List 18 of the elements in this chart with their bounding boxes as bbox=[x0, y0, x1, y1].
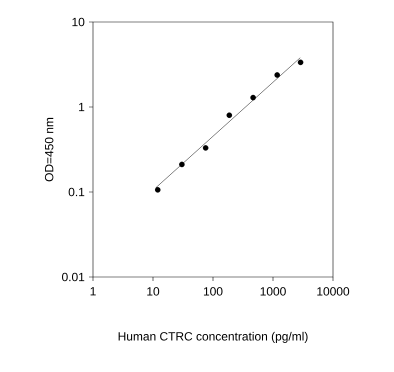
point bbox=[179, 162, 185, 168]
point bbox=[226, 112, 232, 118]
y-tick-label: 0.1 bbox=[68, 188, 84, 196]
y-tick-label: 10 bbox=[72, 18, 84, 26]
x-axis-title: Human CTRC concentration (pg/ml) bbox=[118, 332, 308, 343]
x-tick-label: 10 bbox=[147, 287, 160, 296]
y-axis-title: OD=450 nm bbox=[44, 118, 54, 182]
x-tick-label: 1000 bbox=[260, 287, 286, 296]
x-tick-label: 10000 bbox=[317, 287, 350, 296]
x-tick-label: 1 bbox=[90, 287, 96, 296]
x-tick-label: 100 bbox=[204, 287, 223, 296]
y-tick-label: 1 bbox=[79, 102, 84, 112]
point bbox=[202, 145, 208, 151]
y-tick-label: 0.01 bbox=[62, 272, 84, 282]
point bbox=[250, 94, 256, 100]
point bbox=[154, 187, 161, 193]
point bbox=[274, 72, 280, 78]
point bbox=[298, 60, 304, 66]
